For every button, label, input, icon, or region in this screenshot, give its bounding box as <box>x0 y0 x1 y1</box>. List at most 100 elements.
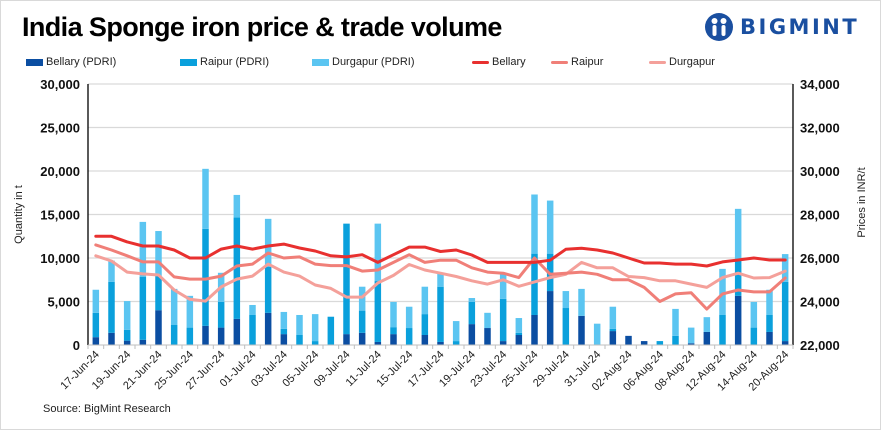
y-tick-label: 20,000 <box>40 164 80 179</box>
bar-bellary-pdri <box>92 337 100 345</box>
bar-bellary-pdri <box>640 341 648 345</box>
bar-raipur-pdri <box>421 314 429 335</box>
bar-bellary-pdri <box>578 315 585 345</box>
bar-raipur-pdri <box>719 314 726 345</box>
y-tick-label: 0 <box>73 338 80 353</box>
bar-durgapur-pdri <box>170 288 178 325</box>
bar-bellary-pdri <box>155 310 162 345</box>
bar-durgapur-pdri <box>202 168 209 229</box>
bar-durgapur-pdri <box>374 223 382 282</box>
bar-raipur-pdri <box>343 223 350 335</box>
bar-durgapur-pdri <box>311 314 319 342</box>
bar-raipur-pdri <box>515 332 523 335</box>
bar-raipur-pdri <box>562 308 570 345</box>
bar-raipur-pdri <box>233 217 241 319</box>
legend-item-durgapur-pdri: Durgapur (PDRI) <box>312 56 415 68</box>
bar-bellary-pdri <box>374 341 382 345</box>
bar-bellary-pdri <box>484 328 491 345</box>
y-tick-label: 5,000 <box>47 295 80 310</box>
bar-durgapur-pdri <box>562 291 570 309</box>
gridlines <box>88 83 793 303</box>
legend-item-bellary: Bellary <box>472 56 526 68</box>
bar-bellary-pdri <box>468 324 476 345</box>
bar-raipur-pdri <box>202 228 209 326</box>
bar-raipur-pdri <box>734 259 742 296</box>
bar-durgapur-pdri <box>249 304 256 315</box>
legend-swatch <box>180 58 197 66</box>
bar-durgapur-pdri <box>421 286 429 315</box>
bigmint-logo-icon <box>705 13 733 41</box>
bar-raipur-pdri <box>155 275 162 311</box>
bar-durgapur-pdri <box>672 308 679 336</box>
legend-label: Bellary <box>492 56 526 68</box>
bar-bellary-pdri <box>781 341 789 345</box>
bar-durgapur-pdri <box>499 273 507 299</box>
bar-raipur-pdri <box>609 328 617 332</box>
bar-raipur-pdri <box>217 301 225 328</box>
bar-bellary-pdri <box>280 334 288 345</box>
bar-bellary-pdri <box>499 341 507 345</box>
bar-bellary-pdri <box>515 334 523 345</box>
bar-durgapur-pdri <box>437 273 444 287</box>
y2-tick-label: 34,000 <box>800 77 840 92</box>
legend-swatch <box>312 58 329 66</box>
legend-swatch <box>551 60 568 64</box>
bar-raipur-pdri <box>656 341 664 345</box>
legend-item-raipur-pdri: Raipur (PDRI) <box>180 56 269 68</box>
bar-raipur-pdri <box>123 329 131 341</box>
bar-raipur-pdri <box>296 334 303 345</box>
bar-raipur-pdri <box>311 341 319 345</box>
bar-bellary-pdri <box>139 339 147 345</box>
bar-durgapur-pdri <box>405 306 413 329</box>
y-tick-label: 10,000 <box>40 251 80 266</box>
bar-durgapur-pdri <box>468 298 476 302</box>
line-bellary <box>94 234 787 268</box>
bar-durgapur-pdri <box>578 288 585 316</box>
y2-tick-label: 32,000 <box>800 121 840 136</box>
bar-raipur-pdri <box>170 324 178 345</box>
y-tick-label: 25,000 <box>40 121 80 136</box>
bar-durgapur-pdri <box>123 301 131 330</box>
bar-raipur-pdri <box>781 281 789 342</box>
bar-bellary-pdri <box>437 341 444 345</box>
y-axis-title: Quantity in t <box>13 185 25 244</box>
legend-item-durgapur: Durgapur <box>649 56 715 68</box>
bar-durgapur-pdri <box>186 295 194 328</box>
axes <box>87 84 794 349</box>
legend-swatch <box>649 60 666 64</box>
line-series <box>94 234 787 311</box>
legend-label: Raipur (PDRI) <box>200 56 270 68</box>
legend-swatch <box>472 60 489 64</box>
bar-raipur-pdri <box>672 335 679 345</box>
bar-durgapur-pdri <box>484 312 491 329</box>
legend-label: Bellary (PDRI) <box>46 56 117 68</box>
bar-raipur-pdri <box>468 301 476 325</box>
y-tick-label: 15,000 <box>40 208 80 223</box>
bar-durgapur-pdri <box>593 323 601 345</box>
bar-durgapur-pdri <box>766 289 773 315</box>
bar-durgapur-pdri <box>108 260 115 282</box>
bar-durgapur-pdri <box>280 311 288 329</box>
legend-swatch <box>26 58 43 66</box>
bar-raipur-pdri <box>374 281 382 342</box>
bar-durgapur-pdri <box>531 194 538 254</box>
bar-bellary-pdri <box>609 331 617 345</box>
bar-durgapur-pdri <box>155 231 162 276</box>
line-durgapur <box>94 254 787 303</box>
bar-durgapur-pdri <box>264 218 272 267</box>
bar-raipur-pdri <box>499 298 507 342</box>
bar-raipur-pdri <box>437 286 444 342</box>
bar-bellary-pdri <box>343 334 350 345</box>
bar-raipur-pdri <box>531 253 538 315</box>
bar-bellary-pdri <box>734 295 742 345</box>
legend-label: Durgapur (PDRI) <box>332 56 415 68</box>
chart-title: India Sponge iron price & trade volume <box>22 12 502 42</box>
bar-bellary-pdri <box>108 332 115 345</box>
bar-durgapur-pdri <box>515 318 523 333</box>
legend-item-raipur: Raipur <box>551 56 603 68</box>
brand-name: BIGMINT <box>740 15 860 39</box>
bar-raipur-pdri <box>280 328 288 335</box>
bar-bellary-pdri <box>358 332 366 345</box>
line-raipur <box>94 243 787 311</box>
bar-durgapur-pdri <box>390 301 397 328</box>
